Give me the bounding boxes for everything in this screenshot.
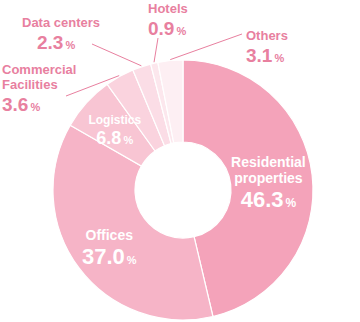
category-label: Offices xyxy=(86,227,134,243)
value-label: 0.9% xyxy=(148,18,186,39)
slices xyxy=(53,60,313,320)
labels: Residentialproperties46.3% Offices37.0% Lo… xyxy=(2,1,306,269)
value-label: 46.3% xyxy=(241,187,297,212)
value-label: 3.6% xyxy=(2,94,40,115)
chart-container: Residentialproperties46.3% Offices37.0% Lo… xyxy=(0,0,360,322)
category-label: Logistics xyxy=(88,113,141,127)
leader-line xyxy=(66,76,119,96)
donut-chart: Residentialproperties46.3% Offices37.0% Lo… xyxy=(0,0,360,322)
value-label: 6.8% xyxy=(96,128,133,148)
category-label: Others xyxy=(246,28,288,43)
leader-line xyxy=(170,34,242,60)
value-label: 2.3% xyxy=(37,32,75,53)
leader-line xyxy=(92,44,141,66)
value-label: 37.0% xyxy=(82,244,137,269)
category-label: Residentialproperties xyxy=(231,154,306,186)
value-label: 3.1% xyxy=(246,45,284,66)
slice xyxy=(158,60,183,143)
category-label: Data centers xyxy=(22,15,100,30)
category-label: CommercialFacilities xyxy=(2,62,76,92)
leader-line xyxy=(154,38,158,62)
category-label: Hotels xyxy=(148,1,188,16)
